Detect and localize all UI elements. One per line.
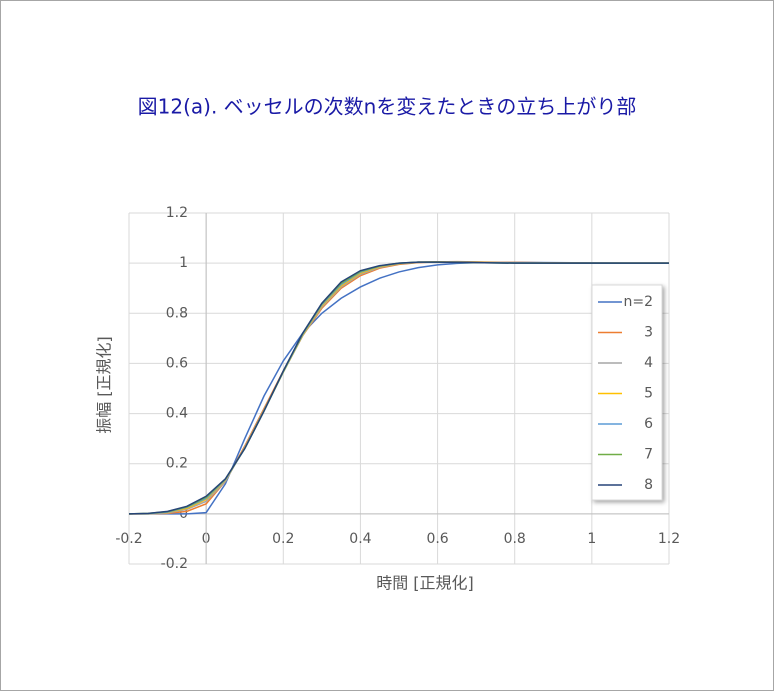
x-tick-label: 0.6 [426, 531, 448, 547]
legend-box [591, 284, 663, 501]
x-axis-label: 時間 [正規化] [376, 574, 474, 593]
y-axis-label: 振幅 [正規化] [95, 336, 114, 434]
legend-label: 3 [644, 325, 653, 341]
x-tick-label: 0.4 [349, 531, 371, 547]
y-tick-label: 1.2 [166, 205, 188, 221]
x-tick-label: 1.2 [658, 531, 680, 547]
legend-label: n=2 [623, 294, 653, 310]
legend-label: 8 [644, 477, 653, 493]
legend-label: 4 [644, 355, 653, 371]
y-tick-label: 0.6 [166, 355, 188, 371]
legend: n=2 3 4 5 6 7 8 [591, 284, 663, 501]
x-tick-label: -0.2 [115, 531, 142, 547]
y-tick-label: 0.2 [166, 456, 188, 472]
chart-title: 図12(a). ベッセルの次数nを変えたときの立ち上がり部 [138, 95, 637, 119]
series-line [128, 261, 669, 515]
x-tick-label: 0.8 [504, 531, 526, 547]
legend-label: 6 [644, 416, 653, 432]
legend-label: 7 [644, 447, 653, 463]
y-tick-label: 0.4 [166, 406, 188, 422]
y-tick-label: -0.2 [161, 556, 188, 572]
y-tick-label: 0.8 [166, 305, 188, 321]
legend-label: 5 [644, 386, 653, 402]
x-tick-label: 0.2 [272, 531, 294, 547]
y-tick-label: 1 [179, 255, 188, 271]
x-tick-label: 1 [587, 531, 596, 547]
